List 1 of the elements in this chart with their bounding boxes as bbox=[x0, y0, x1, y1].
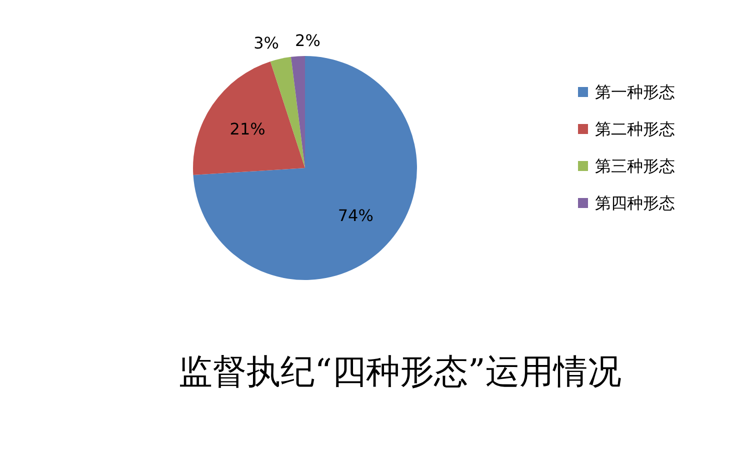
title: 监督执纪“四种形态”运用情况 bbox=[178, 352, 622, 392]
